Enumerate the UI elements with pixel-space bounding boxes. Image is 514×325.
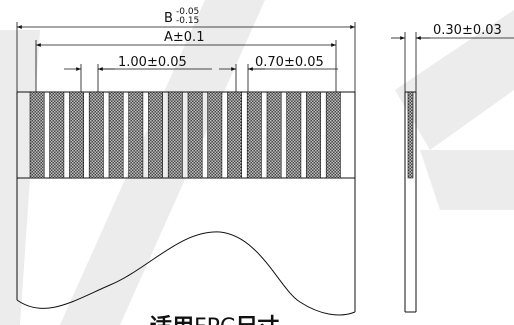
width-tolerance-upper: -0.05 [176, 7, 199, 17]
contact-pad [286, 91, 302, 179]
caption-part-2: FPC [194, 315, 235, 325]
width-label: B [164, 11, 173, 26]
contact-width-label: 0.70±0.05 [255, 55, 324, 70]
contact-pad [266, 91, 282, 179]
contact-pad [69, 91, 84, 179]
dimension-pitch [64, 64, 212, 92]
contact-pad [207, 91, 223, 179]
pitch-span-label: A±0.1 [164, 30, 204, 45]
side-contact [407, 91, 414, 179]
contact-pad [148, 91, 163, 179]
dimension-b [16, 22, 356, 92]
caption-part-1: 适用 [150, 315, 194, 325]
contact-pad [49, 91, 65, 179]
dimension-thickness [391, 32, 514, 92]
caption-part-3: 尺寸 [235, 315, 279, 325]
contact-pad [29, 91, 45, 179]
contact-pad [306, 91, 321, 179]
thickness-label: 0.30±0.03 [433, 23, 502, 38]
contact-pad [227, 91, 242, 179]
contact-pad [325, 91, 341, 179]
contact-pad [88, 91, 104, 179]
contact-pad [108, 91, 124, 179]
fpc-contacts [29, 91, 341, 179]
contact-pad [128, 91, 144, 179]
contact-pad [246, 91, 262, 179]
contact-pad [167, 91, 183, 179]
contact-pad [187, 91, 203, 179]
pitch-label: 1.00±0.05 [118, 55, 187, 70]
caption: 适用FPC尺寸 [150, 315, 279, 325]
dimension-contact-width [219, 64, 338, 92]
dimension-a [35, 40, 337, 92]
width-tolerance-lower: -0.15 [176, 16, 199, 26]
